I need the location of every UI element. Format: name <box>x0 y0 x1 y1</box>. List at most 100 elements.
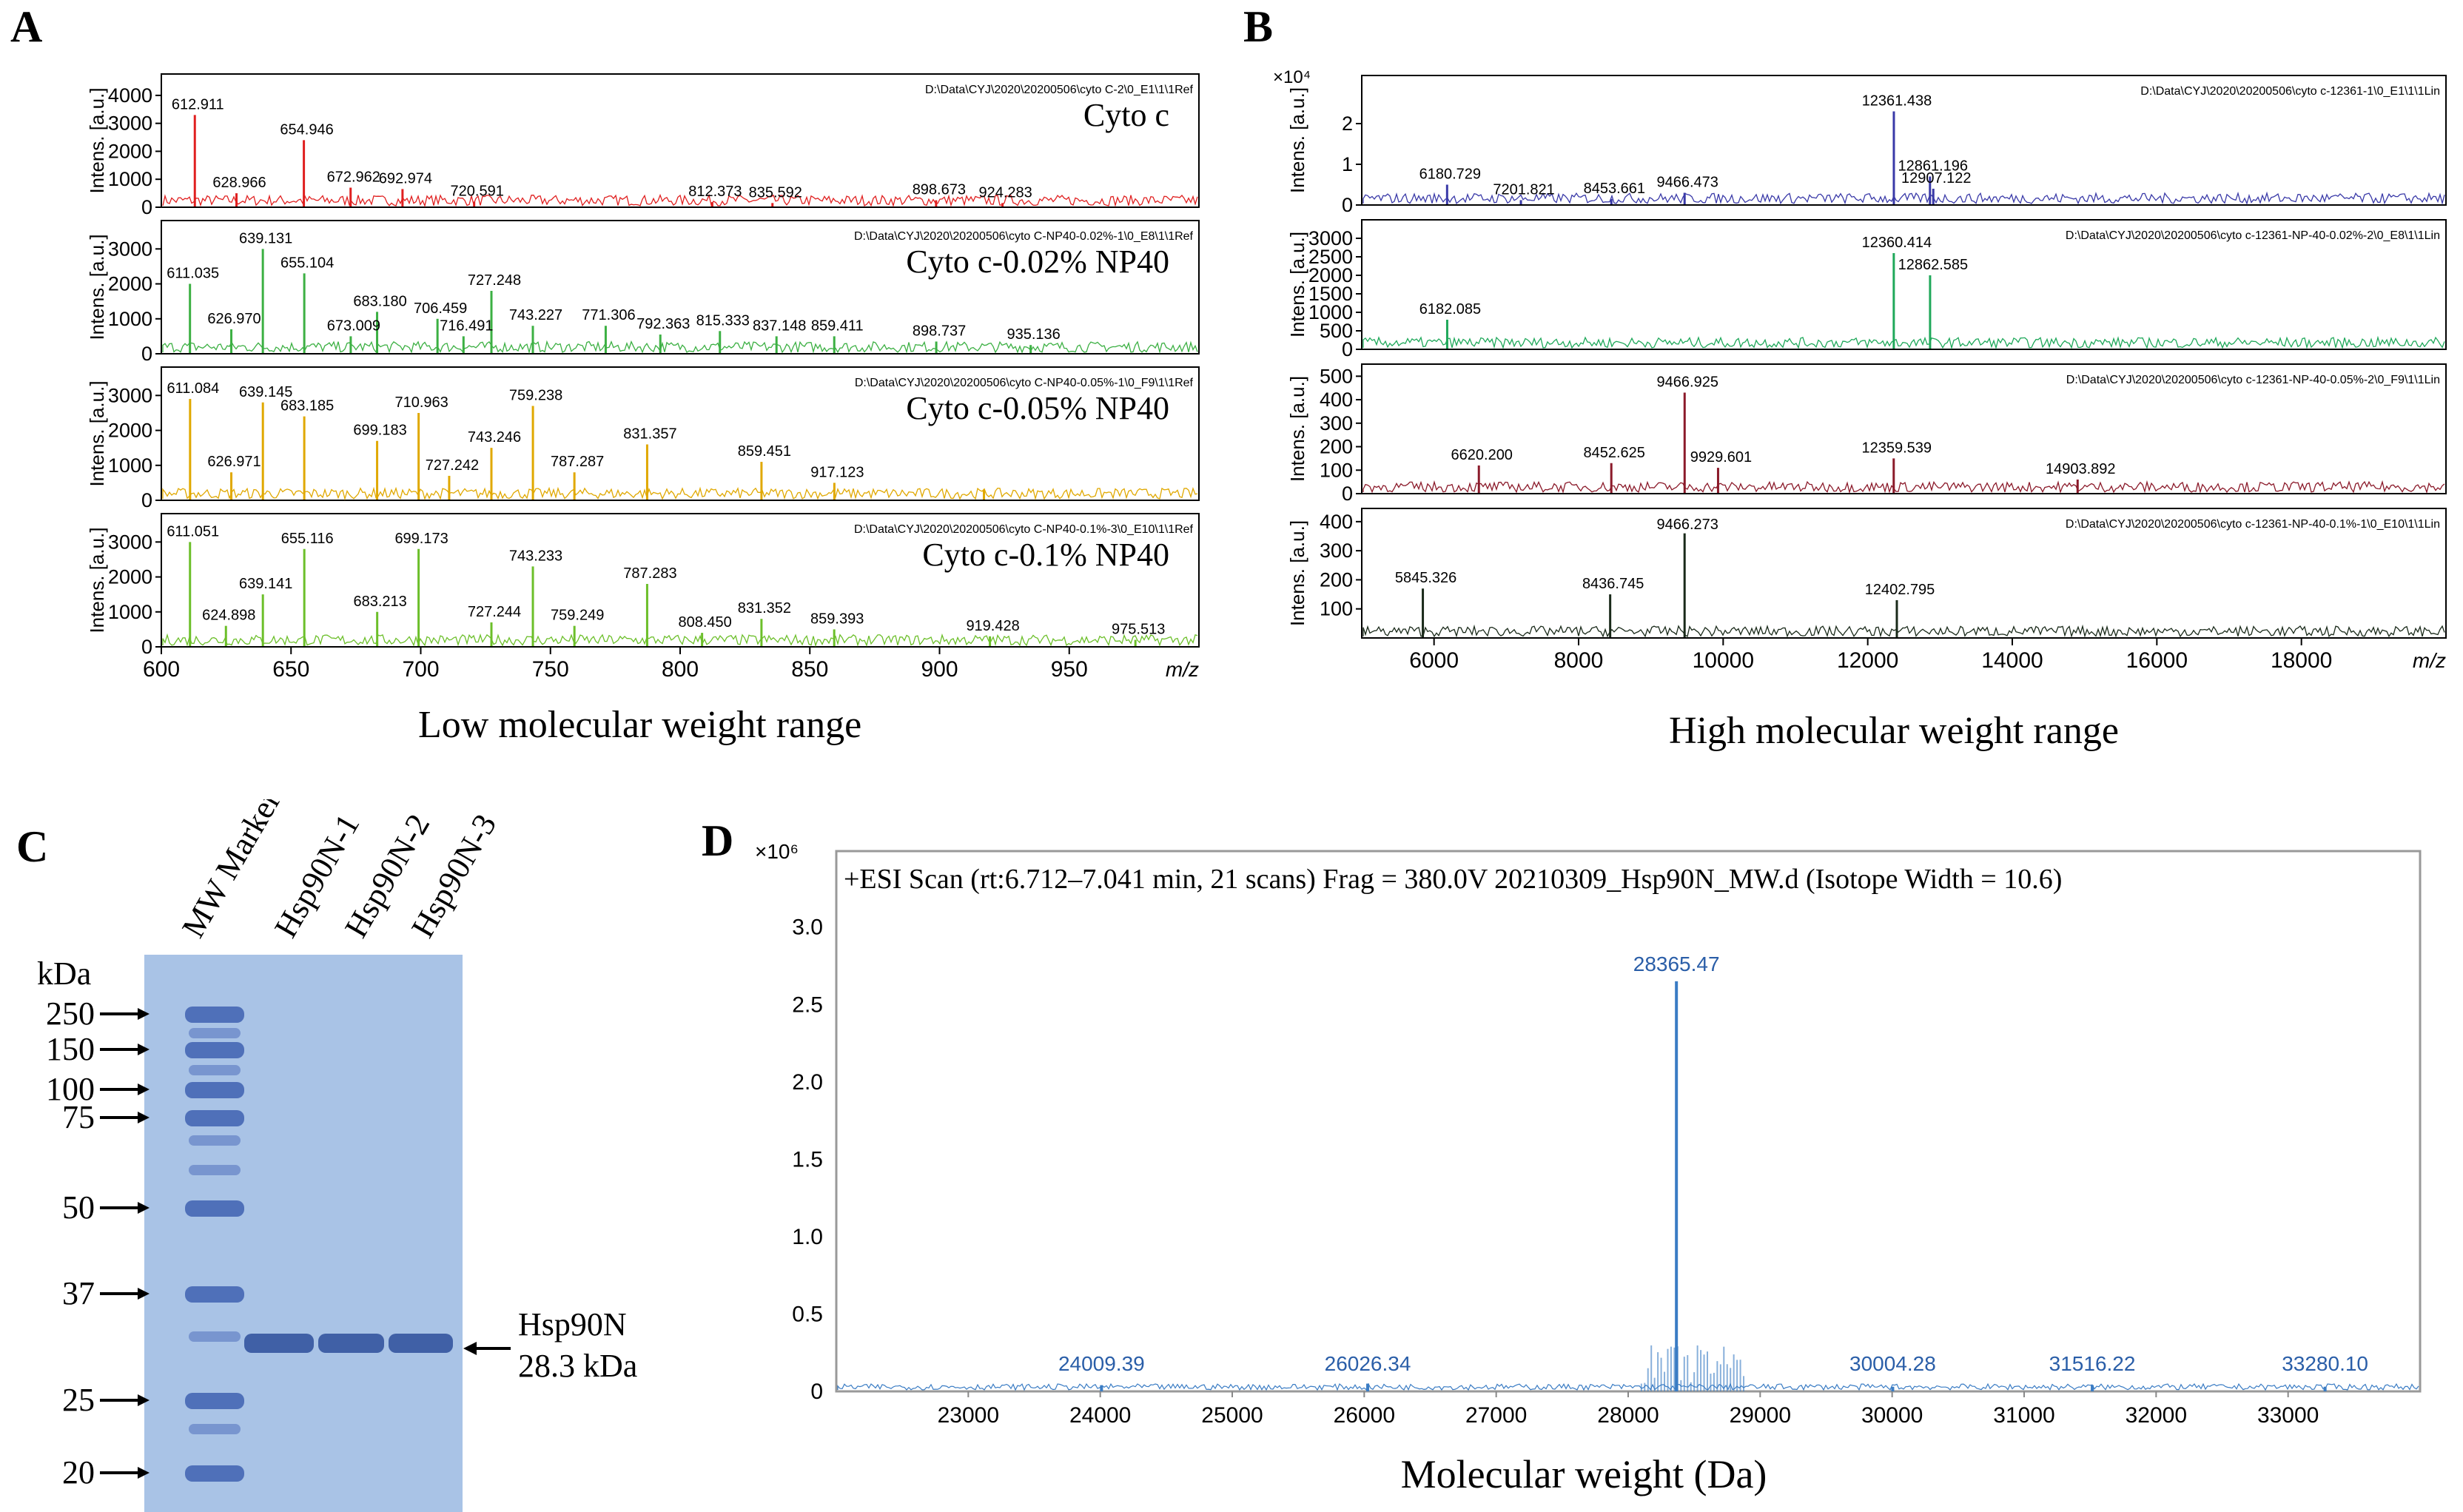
B-peak-label: 6180.729 <box>1419 167 1481 183</box>
marker-label: 37 <box>62 1275 95 1311</box>
B-peak-label: 9466.273 <box>1656 517 1718 533</box>
D-xtick-label: 31000 <box>1993 1403 2054 1428</box>
B-peak-label: 8453.661 <box>1584 181 1645 197</box>
A-peak-label: 699.183 <box>353 423 406 439</box>
A-xtick-label: 950 <box>1051 657 1088 682</box>
D-peak-label: 28365.47 <box>1633 952 1720 975</box>
A-ytick-label: 0 <box>141 636 152 658</box>
D-xtick-label: 28000 <box>1597 1403 1659 1428</box>
B-ytick-label: 0 <box>1342 483 1353 505</box>
A-peak-label: 759.238 <box>509 388 562 404</box>
A-peak-label: 683.213 <box>354 594 407 610</box>
D-peak-label: 31516.22 <box>2049 1352 2136 1375</box>
marker-band <box>185 1042 244 1058</box>
B-ylabel: Intens. [a.u.] <box>1286 232 1308 337</box>
marker-band <box>189 1065 241 1075</box>
A-peak-label: 835.592 <box>749 184 802 201</box>
B-peak-label: 9466.473 <box>1657 175 1718 191</box>
marker-band <box>185 1286 244 1303</box>
A-xtick-label: 750 <box>532 657 569 682</box>
A-peak-label: 626.970 <box>207 311 261 327</box>
A-ytick-label: 0 <box>141 196 152 218</box>
D-xtick-label: 27000 <box>1465 1403 1527 1428</box>
B-peak-label: 12360.414 <box>1862 235 1932 251</box>
D-xtick-label: 29000 <box>1730 1403 1791 1428</box>
A-ytick-label: 2000 <box>108 273 152 295</box>
B-ytick-label: 500 <box>1320 320 1353 342</box>
marker-arrowhead <box>138 1008 149 1020</box>
B-peak-label: 9929.601 <box>1690 449 1752 466</box>
A-peak-label: 812.373 <box>688 184 742 200</box>
A-peak-label: 612.911 <box>172 96 224 112</box>
B-ytick-label: 300 <box>1320 540 1353 562</box>
B-ytick-label: 2500 <box>1308 246 1353 268</box>
B-peak-label: 5845.326 <box>1395 570 1456 586</box>
marker-label: 250 <box>46 995 95 1032</box>
B-peak-label: 12359.539 <box>1862 440 1932 456</box>
marker-band <box>185 1110 244 1126</box>
A-spectrum-name-2: Cyto c-0.05% NP40 <box>906 390 1169 426</box>
marker-arrowhead <box>138 1394 149 1406</box>
A-peak-label: 626.971 <box>207 454 261 470</box>
A-peak-label: 655.116 <box>281 531 334 547</box>
A-peak-label: 727.244 <box>468 604 521 620</box>
D-xtick-label: 23000 <box>938 1403 999 1428</box>
A-ytick-label: 3000 <box>108 531 152 553</box>
B-peak-label: 12862.585 <box>1898 257 1969 273</box>
B-file-path-2: D:\Data\CYJ\2020\20200506\cyto c-12361-N… <box>2066 374 2440 386</box>
B-frame-3 <box>1361 508 2447 639</box>
B-file-path-1: D:\Data\CYJ\2020\20200506\cyto c-12361-N… <box>2066 229 2440 242</box>
A-file-path-2: D:\Data\CYJ\2020\20200506\cyto C-NP40-0.… <box>855 377 1194 389</box>
B-ytick-label: 300 <box>1320 412 1353 434</box>
A-peak-label: 727.242 <box>426 457 479 474</box>
D-frame <box>835 850 2422 1393</box>
panel-d-spectrum: ×10⁶ +ESI Scan (rt:6.712–7.041 min, 21 sc… <box>755 844 2422 1496</box>
A-xlabel: m/z <box>1166 658 1199 681</box>
marker-arrowhead <box>138 1083 149 1095</box>
B-frame-0 <box>1361 75 2447 206</box>
hsp90n-band <box>318 1334 384 1353</box>
A-peak-label: 706.459 <box>414 300 467 317</box>
B-peak-label: 12861.196 <box>1898 158 1969 175</box>
B-peak-label: 8436.745 <box>1582 576 1644 592</box>
A-peak-label: 919.428 <box>966 618 1019 634</box>
A-peak-label: 683.185 <box>280 398 334 414</box>
A-noise-0 <box>162 193 1198 208</box>
B-ytick-label: 100 <box>1320 459 1353 481</box>
B-peak-label: 8452.625 <box>1583 445 1644 461</box>
B-ytick-label: 1000 <box>1308 301 1353 323</box>
B-xtick-label: 12000 <box>1837 648 1898 673</box>
B-noise-2 <box>1362 480 2445 494</box>
marker-arrowhead <box>138 1467 149 1479</box>
marker-band <box>185 1007 244 1023</box>
B-xtick-label: 16000 <box>2126 648 2188 673</box>
marker-arrowhead <box>138 1202 149 1214</box>
A-peak-label: 815.333 <box>696 312 750 329</box>
A-peak-label: 831.357 <box>623 426 676 442</box>
B-xtick-label: 6000 <box>1409 648 1459 673</box>
panel-b-spectra: 0 1 2 Intens. [a.u.] 6180.729 7201.821 8453.66… <box>1273 67 2447 673</box>
A-peak-label: 692.974 <box>379 170 432 187</box>
B-ytick-label: 3000 <box>1308 227 1353 249</box>
B-xtick-label: 18000 <box>2271 648 2332 673</box>
A-peak-label: 639.131 <box>239 230 292 246</box>
D-ytick-label: 3.0 <box>792 915 823 940</box>
marker-label: 50 <box>62 1189 95 1226</box>
D-peak-label: 24009.39 <box>1058 1352 1145 1375</box>
B-ytick-label: 200 <box>1320 568 1353 591</box>
A-peak-label: 699.173 <box>394 531 448 547</box>
marker-band <box>185 1200 244 1217</box>
A-peak-label: 624.898 <box>202 608 255 624</box>
A-xtick-label: 600 <box>143 657 180 682</box>
B-peak-label: 9466.925 <box>1657 374 1718 391</box>
B-file-path-3: D:\Data\CYJ\2020\20200506\cyto c-12361-N… <box>2066 518 2440 531</box>
A-peak-label: 787.283 <box>623 565 676 582</box>
A-peak-label: 771.306 <box>582 307 635 323</box>
B-ytick-label: 1 <box>1342 153 1353 175</box>
A-ylabel: Intens. [a.u.] <box>86 234 108 340</box>
D-ytick-label: 1.0 <box>792 1225 823 1249</box>
A-peak-label: 654.946 <box>280 121 333 138</box>
B-ylabel: Intens. [a.u.] <box>1286 520 1308 626</box>
A-ytick-label: 3000 <box>108 384 152 406</box>
